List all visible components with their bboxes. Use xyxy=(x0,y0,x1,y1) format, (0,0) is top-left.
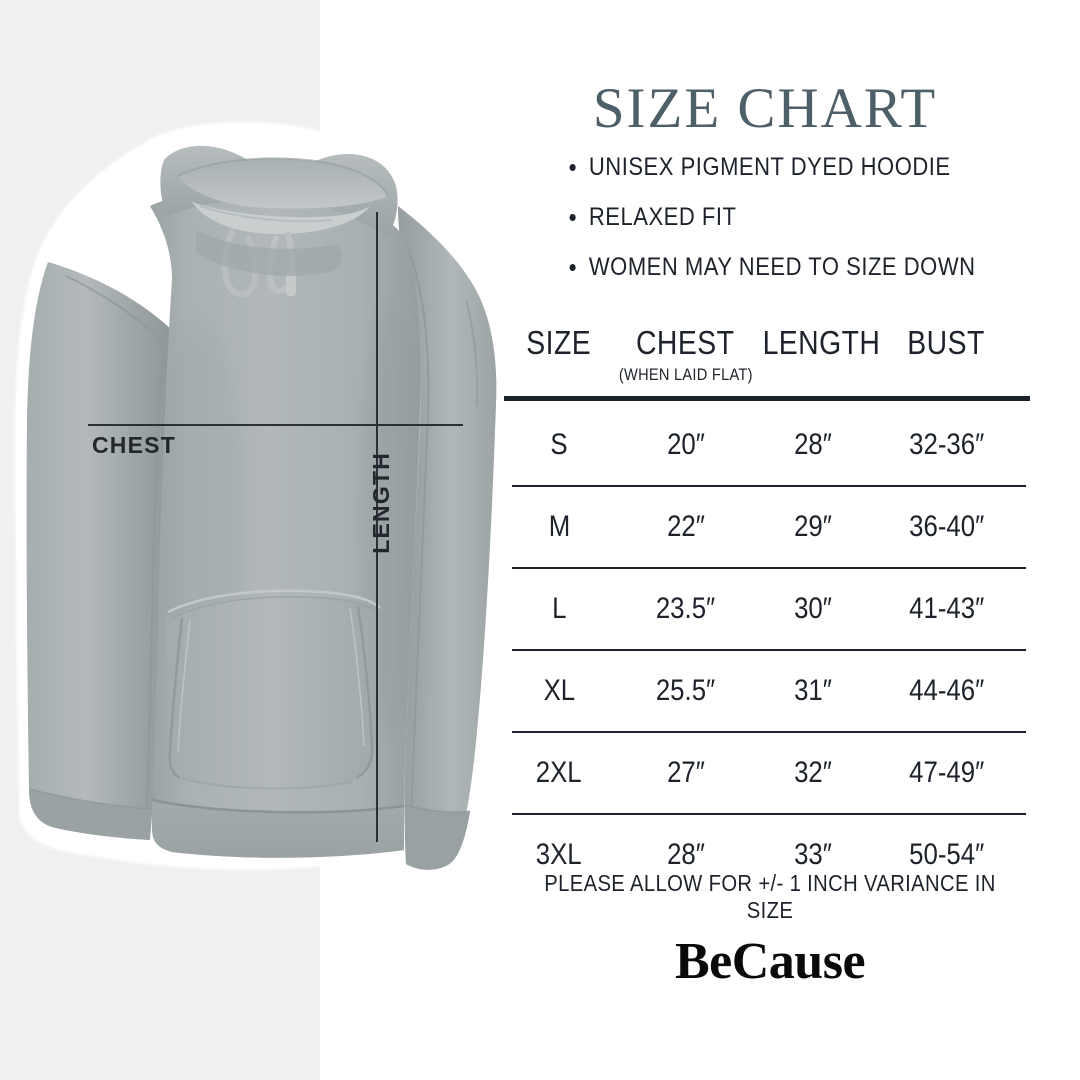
pocket-bottom-seam xyxy=(181,777,353,790)
variance-note: PLEASE ALLOW FOR +/- 1 INCH VARIANCE IN … xyxy=(544,870,996,923)
cell-length: 32″ xyxy=(794,756,832,789)
cell-bust: 32-36″ xyxy=(908,428,985,461)
chest-subtitle: (WHEN LAID FLAT) xyxy=(618,365,753,384)
feature-list: UNISEX PIGMENT DYED HOODIE RELAXED FIT W… xyxy=(566,155,1036,305)
size-table: SIZE CHEST (WHEN LAID FLAT) LENGTH BUST xyxy=(500,320,1040,895)
cell-size: 3XL xyxy=(536,838,582,871)
hem-top-stitch xyxy=(151,798,405,814)
table-row-divider xyxy=(512,731,1026,733)
pocket-opening-right xyxy=(355,605,374,780)
size-chart-panel: SIZE CHART UNISEX PIGMENT DYED HOODIE RE… xyxy=(500,0,1080,1080)
bullet-icon xyxy=(569,164,576,171)
pocket-top-stitch-2 xyxy=(171,596,381,619)
column-header-size: SIZE xyxy=(526,324,592,361)
cell-bust: 50-54″ xyxy=(908,838,985,871)
cell-size: XL xyxy=(543,674,575,707)
cell-chest: 23.5″ xyxy=(655,592,716,625)
cell-chest: 25.5″ xyxy=(655,674,716,707)
column-header-length: LENGTH xyxy=(762,324,881,361)
neck-opening xyxy=(196,230,343,276)
pocket-opening-left xyxy=(168,617,184,780)
cell-bust: 41-43″ xyxy=(908,592,985,625)
table-row: L 23.5″ 30″ 41-43″ xyxy=(500,569,1040,649)
cell-length: 31″ xyxy=(794,674,832,707)
right-cuff xyxy=(406,806,470,870)
product-photo xyxy=(0,0,520,1080)
right-shoulder-seam xyxy=(465,299,479,407)
hood-inner-band xyxy=(178,158,388,209)
cell-chest: 22″ xyxy=(666,510,705,543)
pocket-top-stitch xyxy=(167,589,381,614)
chest-measure-label: CHEST xyxy=(92,432,176,458)
hood-lining xyxy=(192,202,370,234)
cell-length: 30″ xyxy=(794,592,832,625)
table-row-divider xyxy=(512,813,1026,815)
cell-length: 33″ xyxy=(794,838,832,871)
cell-size: L xyxy=(551,592,567,625)
list-item: RELAXED FIT xyxy=(566,205,980,230)
bottom-hem xyxy=(152,800,404,858)
cell-size: M xyxy=(548,510,570,543)
length-measure-line xyxy=(376,212,378,842)
cell-chest: 20″ xyxy=(666,428,705,461)
list-item: WOMEN MAY NEED TO SIZE DOWN xyxy=(566,255,980,280)
table-row-divider xyxy=(512,485,1026,487)
cell-length: 29″ xyxy=(794,510,832,543)
cell-bust: 36-40″ xyxy=(908,510,985,543)
bullet-icon xyxy=(569,264,576,271)
table-row: M 22″ 29″ 36-40″ xyxy=(500,487,1040,567)
bullet-icon xyxy=(569,214,576,221)
table-header-row: SIZE CHEST (WHEN LAID FLAT) LENGTH BUST xyxy=(500,320,1040,383)
left-sleeve xyxy=(26,262,172,840)
left-cuff xyxy=(29,790,150,840)
table-header-rule xyxy=(504,396,1030,401)
right-cuff-line xyxy=(405,804,471,815)
page-title: SIZE CHART xyxy=(592,77,938,140)
hood-edge-stitch xyxy=(177,157,389,197)
cell-size: S xyxy=(550,428,568,461)
feature-label: RELAXED FIT xyxy=(588,203,737,231)
table-row: 3XL 28″ 33″ 50-54″ xyxy=(500,815,1040,895)
left-sleeve-seam xyxy=(65,275,166,831)
hood-lining-stitch xyxy=(199,205,333,223)
column-header-bust: BUST xyxy=(907,324,986,361)
hoodie-illustration xyxy=(15,121,512,883)
cell-chest: 28″ xyxy=(666,838,705,871)
brand-logo: BeCause xyxy=(674,933,866,990)
table-row: XL 25.5″ 31″ 44-46″ xyxy=(500,651,1040,731)
feature-label: WOMEN MAY NEED TO SIZE DOWN xyxy=(588,253,976,281)
right-sleeve xyxy=(398,206,497,870)
length-measure-label: LENGTH xyxy=(368,452,394,554)
feature-label: UNISEX PIGMENT DYED HOODIE xyxy=(588,153,951,181)
chest-measure-line xyxy=(88,424,463,426)
cell-size: 2XL xyxy=(536,756,582,789)
cell-chest: 27″ xyxy=(666,756,705,789)
cell-bust: 44-46″ xyxy=(908,674,985,707)
kangaroo-pocket xyxy=(166,596,379,790)
column-header-chest: CHEST (WHEN LAID FLAT) xyxy=(618,320,753,383)
table-row: 2XL 27″ 32″ 47-49″ xyxy=(500,733,1040,813)
drawstring-aglet xyxy=(286,272,296,296)
list-item: UNISEX PIGMENT DYED HOODIE xyxy=(566,155,980,180)
cell-bust: 47-49″ xyxy=(908,756,985,789)
pocket-opening-right-2 xyxy=(349,607,365,747)
cell-length: 28″ xyxy=(794,428,832,461)
table-row: S 20″ 28″ 32-36″ xyxy=(500,405,1040,485)
pocket-opening-left-2 xyxy=(177,619,191,753)
table-row-divider xyxy=(512,567,1026,569)
table-row-divider xyxy=(512,649,1026,651)
